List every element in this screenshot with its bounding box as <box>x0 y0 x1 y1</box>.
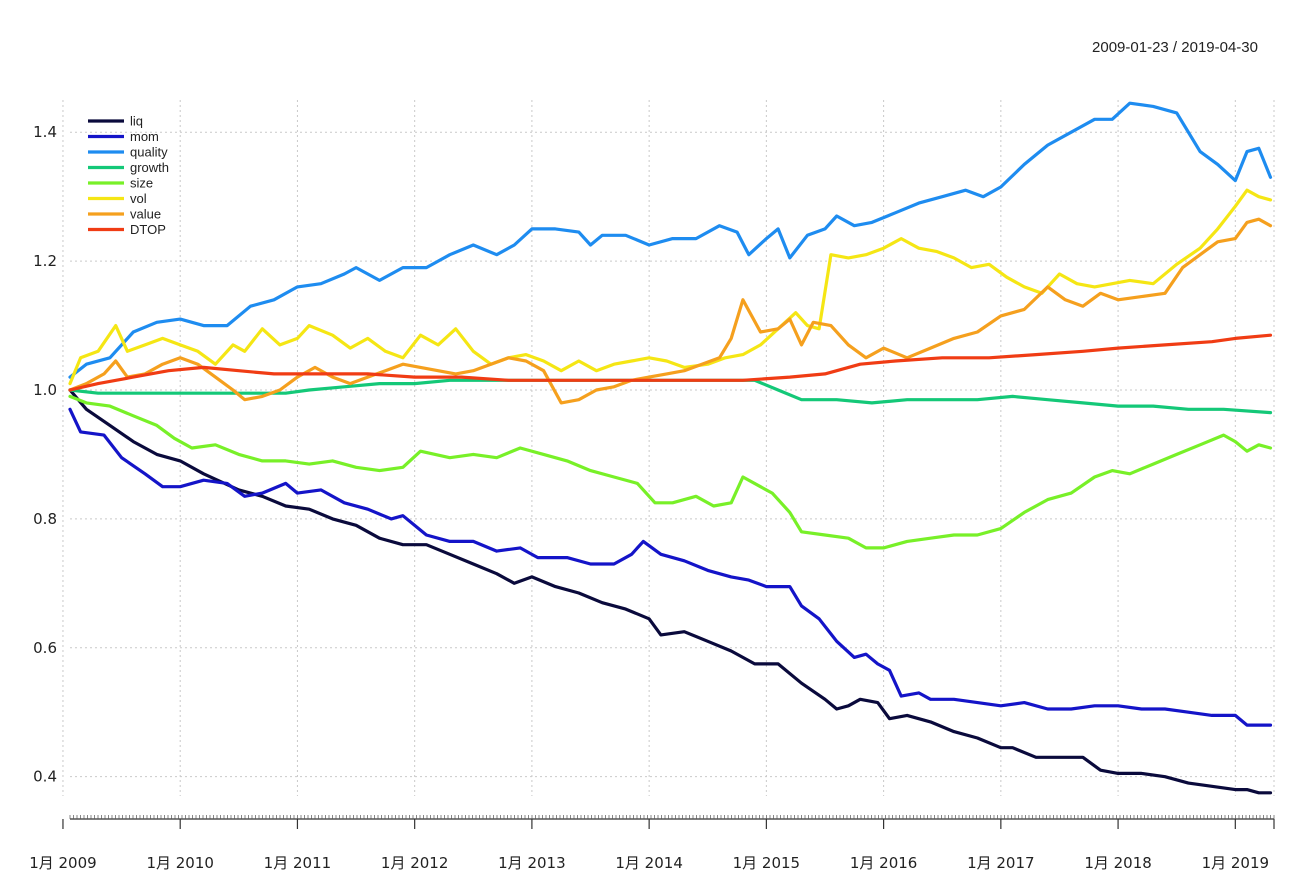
legend-label-quality: quality <box>130 145 168 160</box>
series-line-growth <box>68 378 1273 415</box>
x-tick-label: 1月 2016 <box>850 854 918 872</box>
x-tick-label: 1月 2011 <box>264 854 332 872</box>
y-tick-label: 0.6 <box>33 639 57 657</box>
y-tick-label: 1.4 <box>33 123 57 141</box>
y-tick-label: 1.0 <box>33 381 57 399</box>
y-tick-label: 1.2 <box>33 252 57 270</box>
x-tick-label: 1月 2014 <box>615 854 683 872</box>
x-axis: 1月 2009 1月 2010 1月 2011 1月 2012 1月 2013 1月 20… <box>29 815 1275 872</box>
x-tick-label: 1月 2015 <box>733 854 801 872</box>
series-lines <box>68 101 1273 795</box>
x-tick-label: 1月 2019 <box>1202 854 1270 872</box>
series-line-dtop <box>68 333 1273 392</box>
legend-label-vol: vol <box>130 191 147 206</box>
x-tick-label: 1月 2012 <box>381 854 449 872</box>
x-tick-label: 1月 2010 <box>146 854 214 872</box>
legend-label-value: value <box>130 207 161 222</box>
legend-label-size: size <box>130 176 153 191</box>
series-line-value <box>68 217 1273 405</box>
legend-label-mom: mom <box>130 129 159 144</box>
x-tick-label: 1月 2018 <box>1084 854 1152 872</box>
series-line-quality <box>68 101 1273 379</box>
legend-label-dtop: DTOP <box>130 222 166 237</box>
series-line-mom <box>68 407 1273 727</box>
y-axis-tick-labels: 0.4 0.6 0.8 1.0 1.2 1.4 <box>33 123 57 785</box>
x-tick-label: 1月 2017 <box>967 854 1035 872</box>
grid <box>62 100 1275 796</box>
x-tick-label: 1月 2009 <box>29 854 97 872</box>
series-line-vol <box>68 188 1273 386</box>
x-tick-label: 1月 2013 <box>498 854 566 872</box>
series-line-liq <box>68 388 1273 795</box>
series-line-size <box>68 394 1273 550</box>
y-tick-label: 0.4 <box>33 768 57 786</box>
legend-label-growth: growth <box>130 160 169 175</box>
y-tick-label: 0.8 <box>33 510 57 528</box>
date-range-label: 2009-01-23 / 2019-04-30 <box>1092 39 1258 56</box>
legend-label-liq: liq <box>130 114 143 129</box>
x-minor-ticks <box>69 815 1275 819</box>
